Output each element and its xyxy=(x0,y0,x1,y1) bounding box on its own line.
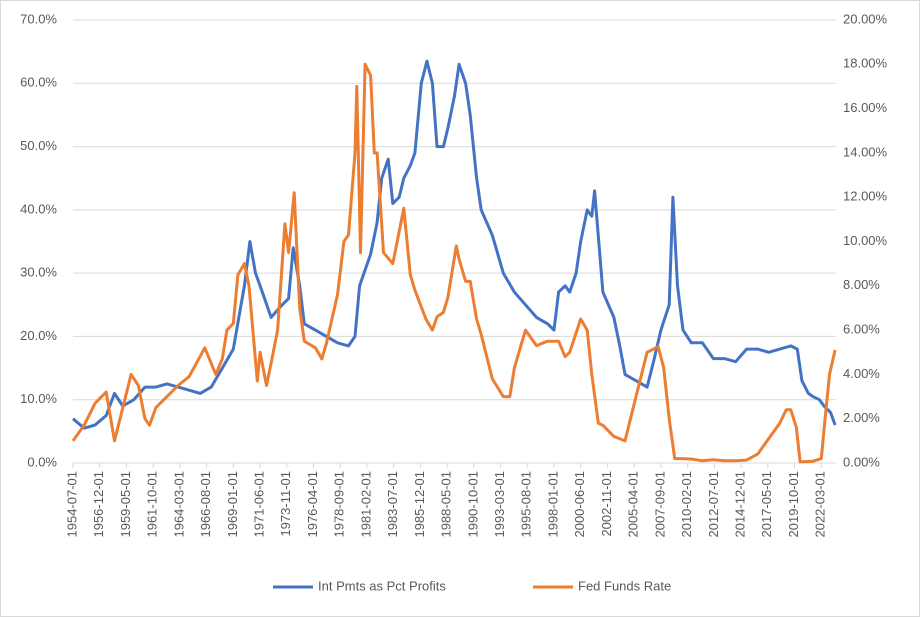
x-tick-label: 2002-11-01 xyxy=(599,471,614,537)
y-tick-label: 0.0% xyxy=(27,454,57,469)
x-tick-label: 1985-12-01 xyxy=(412,471,427,538)
x-tick-label: 1956-12-01 xyxy=(91,471,106,538)
x-tick-label: 1969-01-01 xyxy=(225,471,240,538)
x-tick-label: 2010-02-01 xyxy=(679,471,694,538)
x-tick-label: 1964-03-01 xyxy=(171,471,186,538)
x-tick-label: 1976-04-01 xyxy=(305,471,320,538)
x-tick-label: 1998-01-01 xyxy=(545,471,560,538)
x-tick-label: 1971-06-01 xyxy=(252,471,267,538)
x-tick-label: 1966-08-01 xyxy=(198,471,213,538)
legend-label: Int Pmts as Pct Profits xyxy=(318,578,446,593)
y-tick-label: 20.0% xyxy=(20,328,57,343)
y-tick-label: 70.0% xyxy=(20,11,57,26)
x-tick-label: 1993-03-01 xyxy=(492,471,507,538)
series-line xyxy=(72,59,837,430)
x-tick-label: 2005-04-01 xyxy=(626,471,641,538)
y-tick-label: 50.0% xyxy=(20,138,57,153)
x-tick-label: 1981-02-01 xyxy=(358,471,373,538)
y2-tick-label: 20.00% xyxy=(843,11,888,26)
x-tick-label: 1978-09-01 xyxy=(332,471,347,538)
x-tick-label: 1995-08-01 xyxy=(519,471,534,538)
y-tick-label: 30.0% xyxy=(20,265,57,280)
x-tick-label: 1961-10-01 xyxy=(145,471,160,538)
x-tick-label: 2019-10-01 xyxy=(786,471,801,538)
y-tick-label: 10.0% xyxy=(20,391,57,406)
y-tick-label: 60.0% xyxy=(20,75,57,90)
x-tick-label: 1983-07-01 xyxy=(385,471,400,538)
x-tick-label: 2007-09-01 xyxy=(652,471,667,538)
y2-tick-label: 6.00% xyxy=(843,322,880,337)
y2-tick-label: 2.00% xyxy=(843,410,880,425)
series-line xyxy=(71,62,837,464)
x-tick-label: 2012-07-01 xyxy=(706,471,721,538)
x-tick-label: 1990-10-01 xyxy=(465,471,480,538)
x-tick-label: 2017-05-01 xyxy=(759,471,774,538)
x-tick-label: 2000-06-01 xyxy=(572,471,587,538)
y2-tick-label: 0.00% xyxy=(843,454,880,469)
x-tick-label: 1959-05-01 xyxy=(118,471,133,538)
x-tick-label: 1988-05-01 xyxy=(439,471,454,537)
x-tick-label: 2022-03-01 xyxy=(813,471,828,538)
y2-tick-label: 8.00% xyxy=(843,277,880,292)
y2-tick-label: 18.00% xyxy=(843,56,888,71)
legend-label: Fed Funds Rate xyxy=(578,578,671,593)
y2-tick-label: 12.00% xyxy=(843,189,888,204)
y2-tick-label: 4.00% xyxy=(843,366,880,381)
x-tick-label: 2014-12-01 xyxy=(733,471,748,538)
y2-tick-label: 14.00% xyxy=(843,144,888,159)
y2-tick-label: 10.00% xyxy=(843,233,888,248)
y2-tick-label: 16.00% xyxy=(843,100,888,115)
x-tick-label: 1973-11-01 xyxy=(278,471,293,537)
x-tick-label: 1954-07-01 xyxy=(64,471,79,538)
y-tick-label: 40.0% xyxy=(20,201,57,216)
